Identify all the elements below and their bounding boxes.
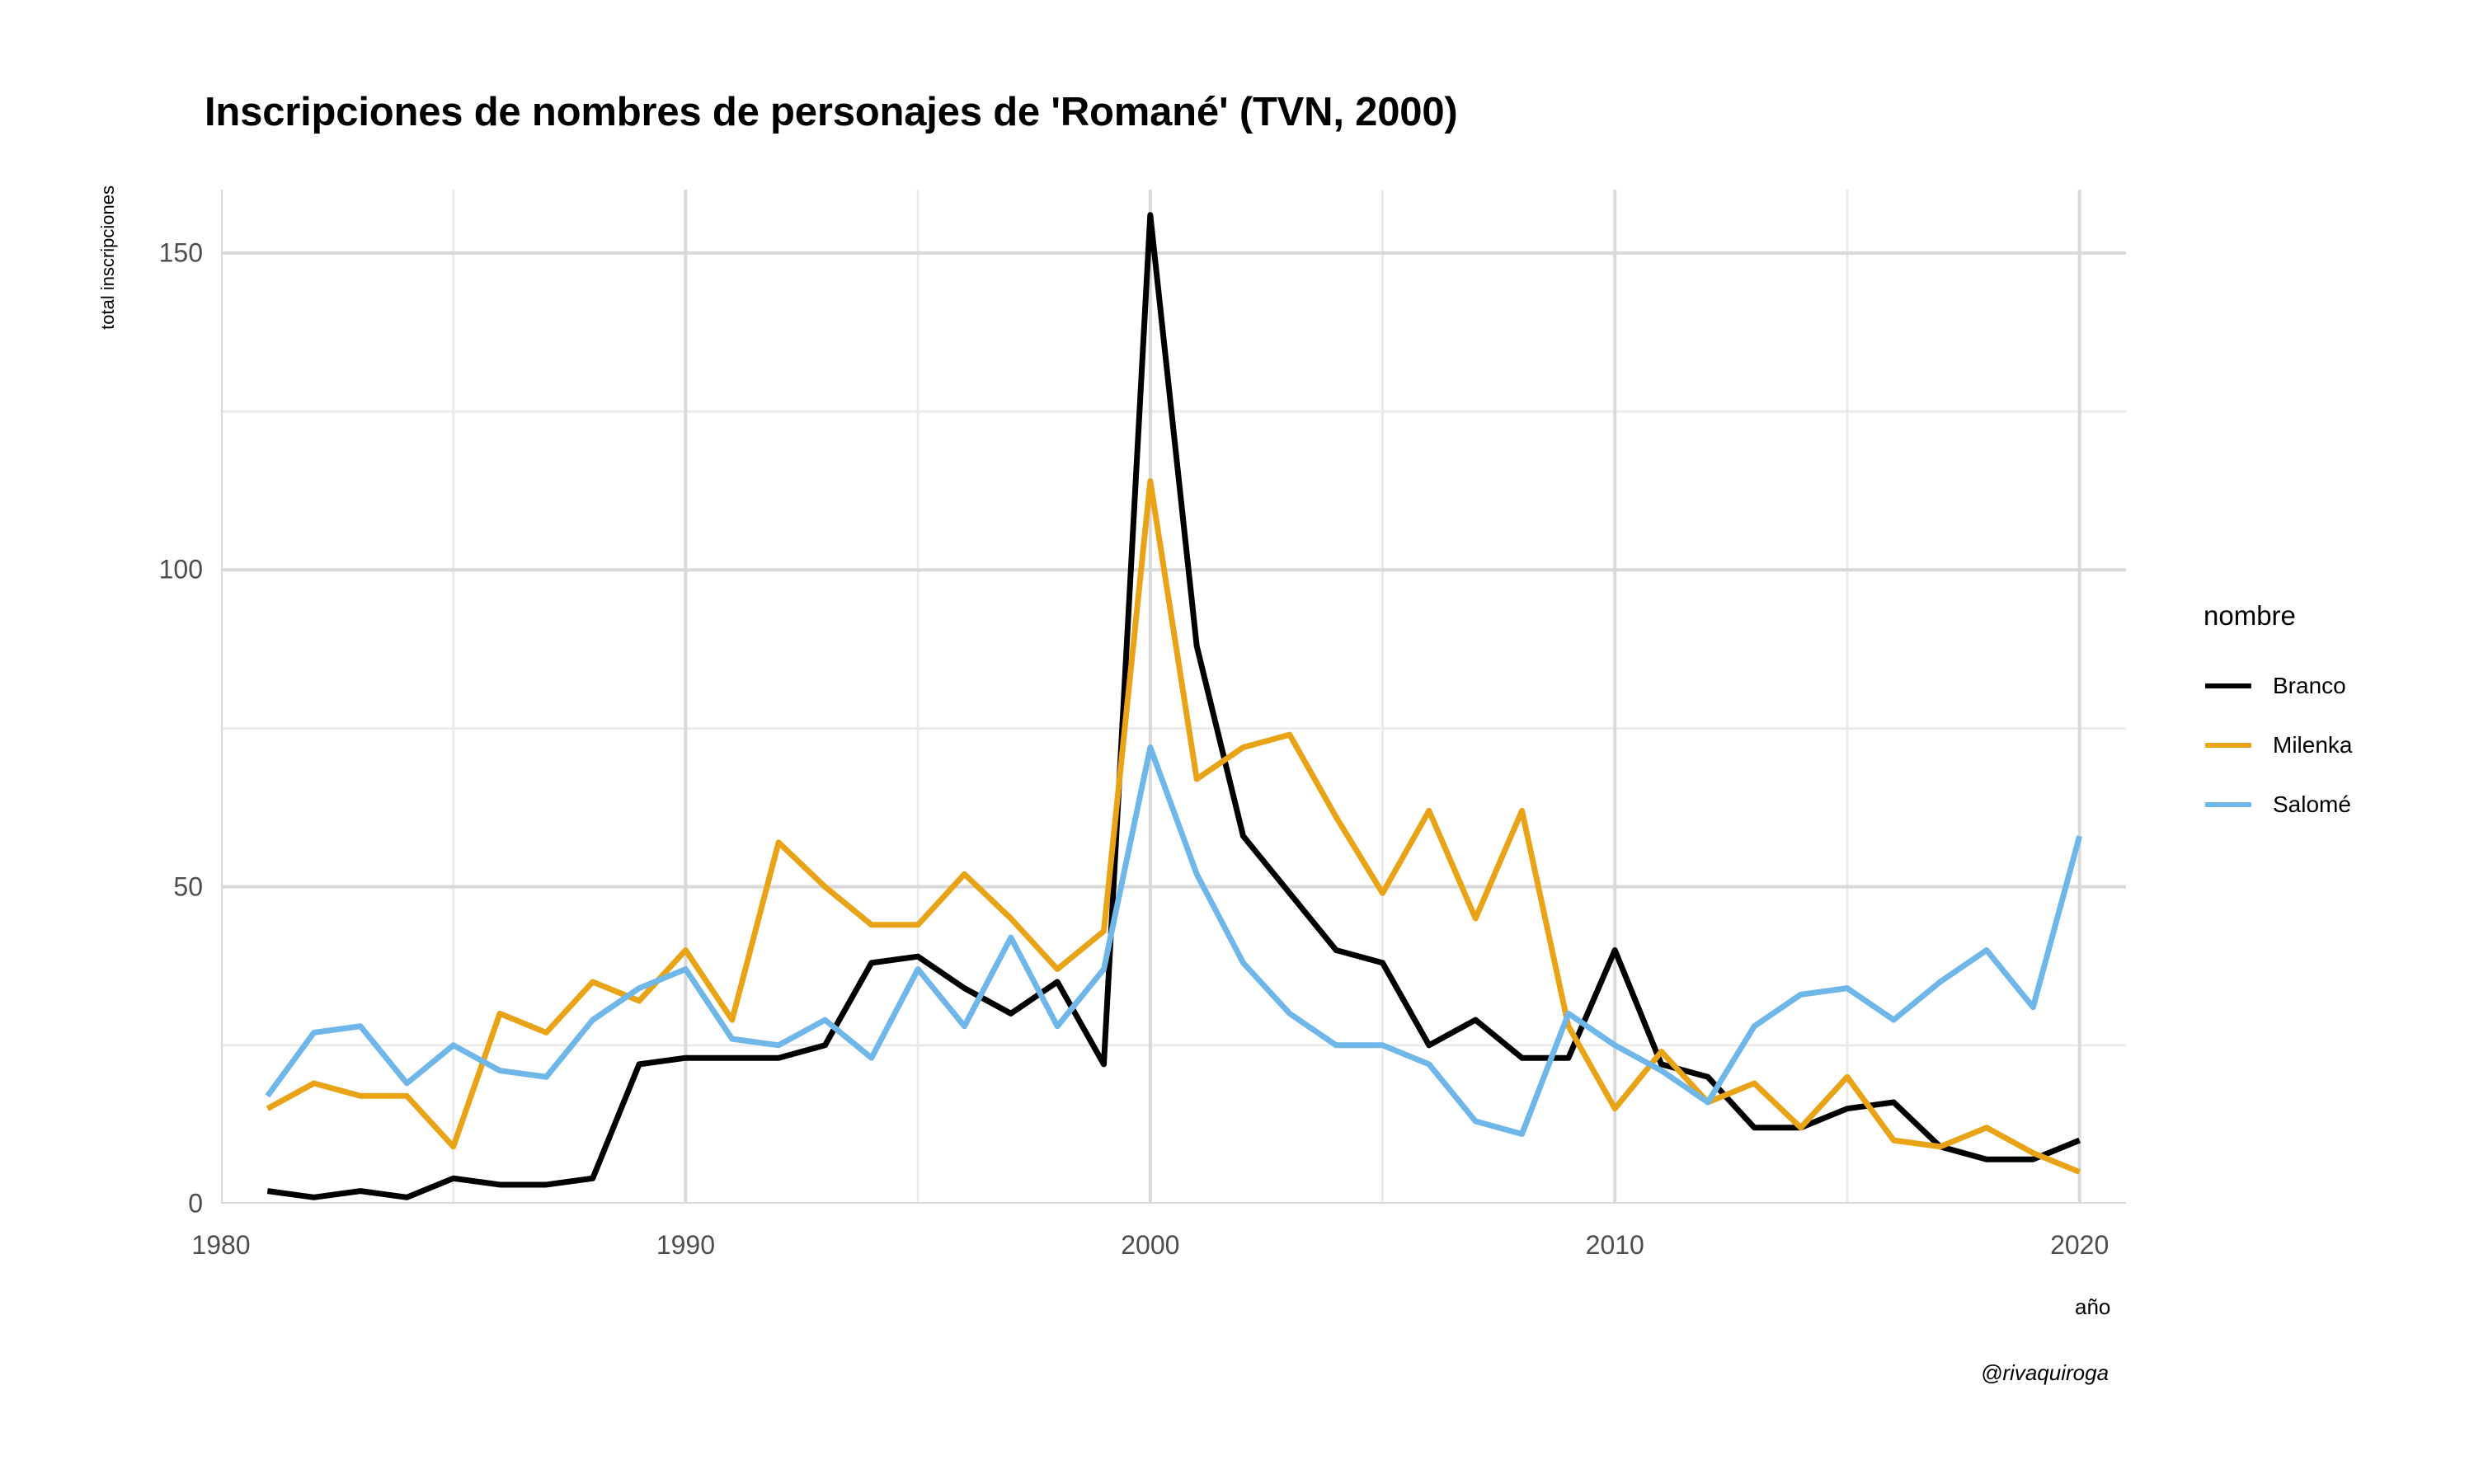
legend-item-salomé[interactable]: Salomé [2204, 775, 2352, 834]
legend-item-label: Branco [2273, 673, 2346, 698]
y-tick-label: 100 [158, 554, 203, 585]
x-tick-label: 1990 [656, 1230, 715, 1260]
x-tick-label: 1980 [191, 1230, 251, 1260]
series-line-salomé [265, 744, 2083, 1137]
legend-item-label: Milenka [2273, 732, 2353, 758]
legend-item-label: Salomé [2273, 791, 2351, 817]
legend-key-line-icon [2204, 726, 2253, 764]
legend-item-milenka[interactable]: Milenka [2204, 716, 2352, 775]
legend-title: nombre [2204, 600, 2296, 631]
series-line-branco [266, 212, 2081, 1200]
series-line-milenka [266, 478, 2081, 1175]
y-tick-label: 0 [188, 1188, 203, 1219]
chart-caption: @rivaquiroga [1981, 1360, 2109, 1385]
legend-item-branco[interactable]: Branco [2204, 656, 2352, 716]
plot-panel [221, 190, 2126, 1204]
x-axis-tick-labels: 1980 1990 2000 2010 2020 [191, 1230, 2126, 1280]
y-tick-label: 50 [173, 871, 203, 902]
legend: nombre Branco Milenka Salomé [2204, 600, 2352, 834]
plot-lines [221, 190, 2126, 1204]
legend-key-line-icon [2204, 667, 2253, 705]
x-axis-title: año [2075, 1294, 2111, 1319]
legend-key-line-icon [2204, 786, 2253, 824]
y-axis-tick-labels: 0 50 100 150 [124, 190, 203, 1218]
x-tick-label: 2010 [1585, 1230, 1644, 1260]
x-tick-label: 2020 [2050, 1230, 2109, 1260]
x-tick-label: 2000 [1121, 1230, 1180, 1260]
page-title: Inscripciones de nombres de personajes d… [205, 90, 1458, 134]
y-tick-label: 150 [158, 237, 203, 268]
legend-items: Branco Milenka Salomé [2204, 656, 2352, 834]
